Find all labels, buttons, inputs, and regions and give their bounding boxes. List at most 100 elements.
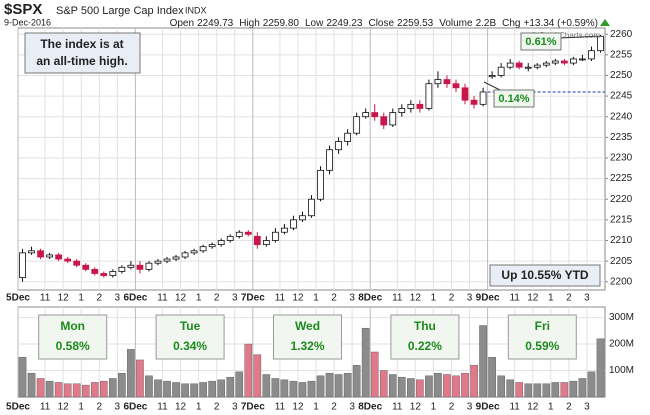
y-tick-label: 2215 bbox=[610, 214, 633, 225]
quote-value: 2259.80 bbox=[263, 18, 300, 29]
x-tick-label: 1 bbox=[78, 293, 84, 304]
callout-box bbox=[24, 32, 141, 74]
volume-bar bbox=[352, 365, 361, 398]
x-tick-label: 12 bbox=[175, 402, 187, 413]
y-tick-label: 2245 bbox=[610, 91, 633, 102]
candle-body bbox=[145, 262, 153, 270]
volume-tick-label: 300M bbox=[609, 312, 634, 323]
day-change: 0.22% bbox=[408, 339, 442, 353]
x-tick-label: 12 bbox=[410, 402, 422, 413]
day-box bbox=[273, 314, 342, 360]
x-tick-label: 1 bbox=[313, 402, 319, 413]
candle-body bbox=[533, 64, 541, 68]
candle-body bbox=[542, 62, 550, 66]
candle-body bbox=[37, 250, 44, 258]
candle-body bbox=[335, 141, 342, 151]
quote-label: Volume bbox=[439, 18, 473, 29]
x-tick-label: 9Dec bbox=[476, 293, 500, 304]
volume-bar bbox=[379, 370, 388, 398]
volume-bar bbox=[262, 374, 271, 398]
candle-body bbox=[253, 235, 261, 246]
x-tick-label: 1 bbox=[313, 293, 319, 304]
candle-body bbox=[597, 35, 604, 52]
up-arrow bbox=[600, 19, 610, 26]
x-tick-label: 12 bbox=[58, 293, 70, 304]
x-tick-label: 3 bbox=[115, 402, 121, 413]
x-tick-label: 12 bbox=[292, 293, 304, 304]
volume-bar bbox=[425, 375, 433, 398]
candle-body bbox=[262, 240, 270, 246]
volume-bar bbox=[452, 375, 460, 398]
candle-body bbox=[560, 60, 568, 64]
volume-bar bbox=[325, 372, 334, 398]
exchange: INDX bbox=[185, 5, 207, 15]
candle-body bbox=[515, 62, 523, 68]
volume-bar bbox=[334, 374, 343, 398]
candle-body bbox=[506, 62, 514, 68]
candle-body bbox=[389, 112, 397, 126]
candle-body bbox=[127, 264, 135, 268]
x-tick-label: 7Dec bbox=[241, 402, 265, 413]
callout-text: 0.14% bbox=[498, 93, 529, 105]
volume-bar bbox=[443, 374, 451, 398]
quote-label: High bbox=[239, 18, 260, 29]
candle-body bbox=[73, 260, 81, 266]
volume-bar bbox=[407, 378, 415, 398]
candle-body bbox=[109, 271, 117, 276]
callout-pointer bbox=[483, 81, 501, 91]
day-box bbox=[507, 314, 577, 360]
x-tick-label: 1 bbox=[78, 402, 84, 413]
x-tick-label: 8Dec bbox=[358, 293, 382, 304]
volume-bar bbox=[54, 382, 63, 398]
volume-bar bbox=[533, 383, 542, 398]
x-tick-label: 12 bbox=[58, 402, 70, 413]
candle-body bbox=[380, 116, 388, 126]
day-box bbox=[38, 314, 108, 360]
volume-bar bbox=[587, 371, 596, 398]
x-tick-label: 3 bbox=[115, 293, 121, 304]
x-tick-label: 12 bbox=[527, 293, 539, 304]
x-tick-label: 11 bbox=[392, 402, 403, 413]
volume-bar bbox=[109, 378, 117, 398]
volume-bar bbox=[416, 379, 424, 398]
x-tick-label: 11 bbox=[509, 293, 520, 304]
callout-text: Up 10.55% YTD bbox=[501, 268, 588, 282]
x-tick-label: 6Dec bbox=[123, 402, 147, 413]
candle-body bbox=[199, 246, 207, 252]
volume-bar bbox=[90, 382, 99, 398]
volume-bar bbox=[289, 380, 298, 398]
y-tick-label: 2240 bbox=[610, 111, 633, 122]
volume-bar bbox=[72, 383, 81, 398]
y-tick-label: 2255 bbox=[610, 49, 633, 60]
candle-body bbox=[479, 91, 487, 105]
candle-body bbox=[434, 79, 442, 85]
y-tick-label: 2220 bbox=[610, 194, 633, 205]
x-tick-label: 12 bbox=[292, 402, 304, 413]
candle-body bbox=[362, 112, 370, 118]
candle-body bbox=[19, 252, 26, 279]
candle-body bbox=[46, 254, 53, 258]
day-box bbox=[390, 314, 460, 360]
candle-body bbox=[353, 116, 361, 134]
y-tick-label: 2205 bbox=[610, 256, 633, 267]
volume-bar bbox=[127, 349, 135, 398]
volume-bar bbox=[578, 378, 587, 398]
volume-bar bbox=[551, 382, 560, 398]
volume-bar bbox=[154, 379, 162, 398]
candle-body bbox=[570, 58, 577, 64]
x-tick-label: 2 bbox=[331, 402, 337, 413]
volume-bar bbox=[36, 378, 45, 398]
volume-bar bbox=[226, 376, 235, 398]
x-tick-label: 11 bbox=[275, 402, 286, 413]
volume-bar bbox=[136, 359, 144, 398]
candle-body bbox=[163, 258, 171, 262]
x-tick-label: 1 bbox=[548, 293, 554, 304]
day-name: Thu bbox=[414, 319, 436, 333]
volume-bar bbox=[397, 376, 406, 398]
quote-value: 2249.73 bbox=[197, 18, 234, 29]
day-change: 1.32% bbox=[290, 339, 324, 353]
volume-bar bbox=[244, 343, 253, 398]
x-tick-label: 1 bbox=[431, 293, 437, 304]
quote-label: Close bbox=[368, 18, 394, 29]
